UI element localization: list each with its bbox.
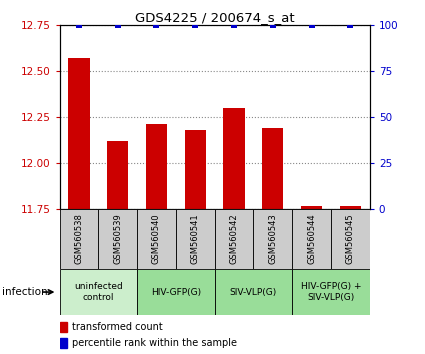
Text: uninfected
control: uninfected control [74, 282, 123, 302]
Bar [331, 209, 370, 269]
Bar [107, 141, 128, 209]
Bar [137, 209, 176, 269]
Point [192, 22, 198, 28]
Bar [292, 269, 370, 315]
Text: GSM560545: GSM560545 [346, 213, 355, 264]
Bar [215, 269, 292, 315]
Point [269, 22, 276, 28]
Bar [224, 108, 245, 209]
Bar [60, 327, 63, 331]
Bar [215, 209, 253, 269]
Text: transformed count: transformed count [72, 322, 163, 332]
Text: GSM560542: GSM560542 [230, 213, 238, 264]
Text: GSM560539: GSM560539 [113, 213, 122, 264]
Text: GSM560541: GSM560541 [191, 213, 200, 264]
Text: HIV-GFP(G) +
SIV-VLP(G): HIV-GFP(G) + SIV-VLP(G) [301, 282, 361, 302]
Text: GSM560538: GSM560538 [74, 213, 83, 264]
Point [308, 22, 315, 28]
Text: GSM560540: GSM560540 [152, 213, 161, 264]
Point [114, 22, 121, 28]
Point [153, 22, 160, 28]
Point [231, 22, 238, 28]
Bar [262, 128, 283, 209]
Text: HIV-GFP(G): HIV-GFP(G) [151, 287, 201, 297]
Text: infection: infection [2, 287, 48, 297]
Text: GSM560544: GSM560544 [307, 213, 316, 264]
Bar [60, 209, 98, 269]
Point [347, 22, 354, 28]
Bar [253, 209, 292, 269]
Text: GSM560543: GSM560543 [268, 213, 277, 264]
Bar [146, 124, 167, 209]
Bar [301, 206, 322, 209]
Bar [292, 209, 331, 269]
Bar [176, 209, 215, 269]
Bar [137, 269, 215, 315]
Bar [60, 269, 137, 315]
Bar [184, 130, 206, 209]
Text: percentile rank within the sample: percentile rank within the sample [72, 338, 237, 348]
Bar [60, 322, 67, 332]
Bar [340, 206, 361, 209]
Title: GDS4225 / 200674_s_at: GDS4225 / 200674_s_at [135, 11, 295, 24]
Text: SIV-VLP(G): SIV-VLP(G) [230, 287, 277, 297]
Point [76, 22, 82, 28]
Bar [68, 58, 90, 209]
Bar [60, 338, 67, 348]
Bar [98, 209, 137, 269]
